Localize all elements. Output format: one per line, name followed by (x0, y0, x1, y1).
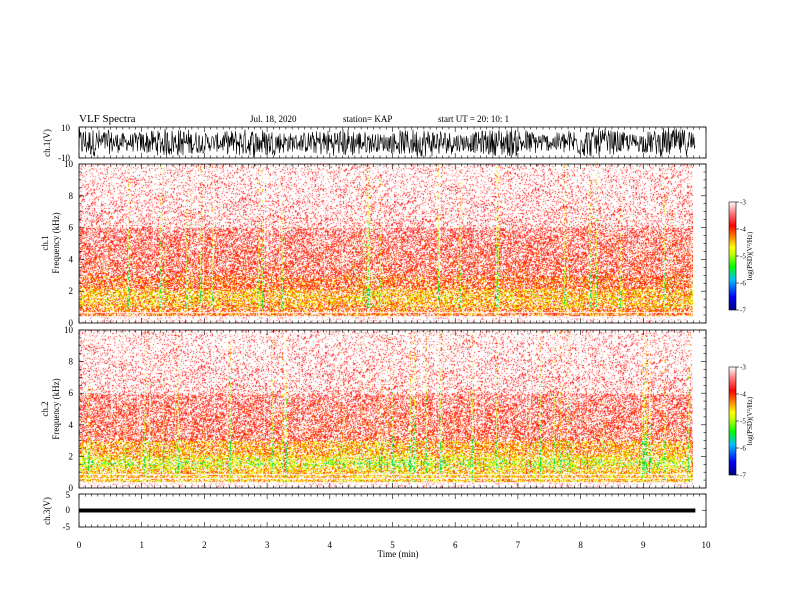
header-start-time: start UT = 20: 10: 1 (438, 114, 509, 124)
time-axis-label: Time (min) (378, 549, 419, 559)
ch2-spectrogram-image (79, 330, 693, 488)
time-axis-tick-label: 4 (328, 540, 333, 550)
ch2-spectrogram-ytick-label: 6 (69, 388, 74, 398)
ch2-spectrogram-ytick-label: 2 (69, 451, 74, 461)
ch1-spectrogram-yticks: 0 2 4 6 8 10 (64, 159, 706, 328)
ch3-waveform-ylabel: ch.3(V) (42, 497, 52, 525)
ch1-spectrogram-ytick-label: 10 (64, 159, 74, 169)
ch1-colorbar-tick-label: -3 (740, 199, 746, 207)
header-date: Jul. 18, 2020 (250, 114, 297, 124)
time-axis-tick-label: 1 (139, 540, 144, 550)
header-station: station= KAP (343, 114, 392, 124)
ch3-ytick-top: 5 (66, 490, 71, 500)
ch1-colorbar: -3 -4 -5 -6 -7 log(PSD)(V²/Hz) (728, 199, 754, 315)
ch1-colorbar-tick-label: -5 (740, 253, 746, 261)
ch2-colorbar-tick-label: -4 (740, 391, 746, 399)
ch2-colorbar-ticks: -3 -4 -5 -6 -7 (736, 364, 746, 480)
ch1-spectrogram-ytick-label: 2 (69, 286, 74, 296)
ch2-colorbar-label: log(PSD)(V²/Hz) (746, 396, 754, 445)
ch1-waveform-trace (78, 128, 696, 158)
ch1-spectrogram-image-wrap (79, 164, 693, 323)
ch2-colorbar-gradient (728, 366, 737, 476)
ch1-waveform-ylabel: ch.1(V) (42, 129, 52, 157)
ch1-colorbar-gradient (728, 201, 737, 311)
ch2-spectrogram-image-wrap (79, 330, 693, 488)
time-axis-tick-label: 10 (702, 540, 712, 550)
ch2-spectrogram-ytick-label: 10 (64, 325, 74, 335)
ch2-spectrogram-ytick-label: 0 (69, 483, 74, 493)
ch1-spectrogram-ytick-label: 8 (69, 191, 74, 201)
ch1-spectrogram-image (79, 164, 693, 323)
time-axis-tick-label: 8 (578, 540, 583, 550)
ch3-ytick-middle: 0 (66, 505, 71, 515)
ch1-spectrogram-ylabel-channel: ch.1 (40, 235, 50, 250)
time-axis-tick-label: 2 (202, 540, 207, 550)
ch2-spectrogram-ylabel-channel: ch.2 (40, 401, 50, 416)
ch1-colorbar-label: log(PSD)(V²/Hz) (746, 231, 754, 280)
ch1-spectrogram-ytick-label: 0 (69, 318, 74, 328)
ch2-colorbar-tick-label: -5 (740, 418, 746, 426)
ch1-colorbar-tick-label: -6 (740, 280, 746, 288)
ch2-colorbar-tick-label: -3 (740, 364, 746, 372)
ch1-spectrogram-ytick-label: 6 (69, 223, 74, 233)
ch2-spectrogram-ylabel-freq: Frequency (kHz) (51, 378, 61, 439)
time-axis-tick-label: 0 (77, 540, 82, 550)
ch1-ytick-bottom: -10 (58, 153, 70, 163)
ch1-colorbar-tick-label: -7 (740, 307, 746, 315)
time-axis-tick-label: 3 (265, 540, 270, 550)
time-axis-tick-label: 5 (390, 540, 395, 550)
time-axis-tick-label: 9 (641, 540, 646, 550)
ch1-waveform-ticks (79, 126, 706, 159)
figure-title: VLF Spectra (79, 113, 136, 125)
ch2-colorbar: -3 -4 -5 -6 -7 log(PSD)(V²/Hz) (728, 364, 754, 480)
ch1-spectrogram-ylabel-freq: Frequency (kHz) (51, 212, 61, 273)
ch2-spectrogram-ytick-label: 8 (69, 357, 74, 367)
ch1-spectrogram-panel: 0 2 4 6 8 10 ch.1 Frequency (kHz) (40, 159, 707, 328)
ch1-waveform-panel: 10 -10 ch.1(V) (42, 123, 707, 163)
ch1-colorbar-tick-label: -4 (740, 226, 746, 234)
ch1-colorbar-ticks: -3 -4 -5 -6 -7 (736, 199, 746, 315)
time-axis-tick-label: 7 (516, 540, 521, 550)
ch2-spectrogram-yticks: 0 2 4 6 8 10 (64, 325, 706, 493)
ch3-waveform-panel: 5 0 -5 ch.3(V) (42, 490, 707, 532)
ch1-ytick-top: 10 (61, 123, 71, 133)
time-axis: 0 1 2 3 4 5 6 7 8 9 10 (77, 127, 711, 550)
ch2-colorbar-tick-label: -7 (740, 472, 746, 480)
ch2-spectrogram-panel: 0 2 4 6 8 10 ch.2 Frequency (kHz) (40, 325, 707, 493)
ch3-waveform-ticks (79, 493, 706, 528)
ch2-colorbar-tick-label: -6 (740, 445, 746, 453)
ch3-waveform-trace (79, 508, 696, 513)
time-axis-tick-label: 6 (453, 540, 458, 550)
ch1-spectrogram-ytick-label: 4 (69, 254, 74, 264)
ch2-spectrogram-ytick-label: 4 (69, 420, 74, 430)
ch3-ytick-bottom: -5 (63, 522, 71, 532)
